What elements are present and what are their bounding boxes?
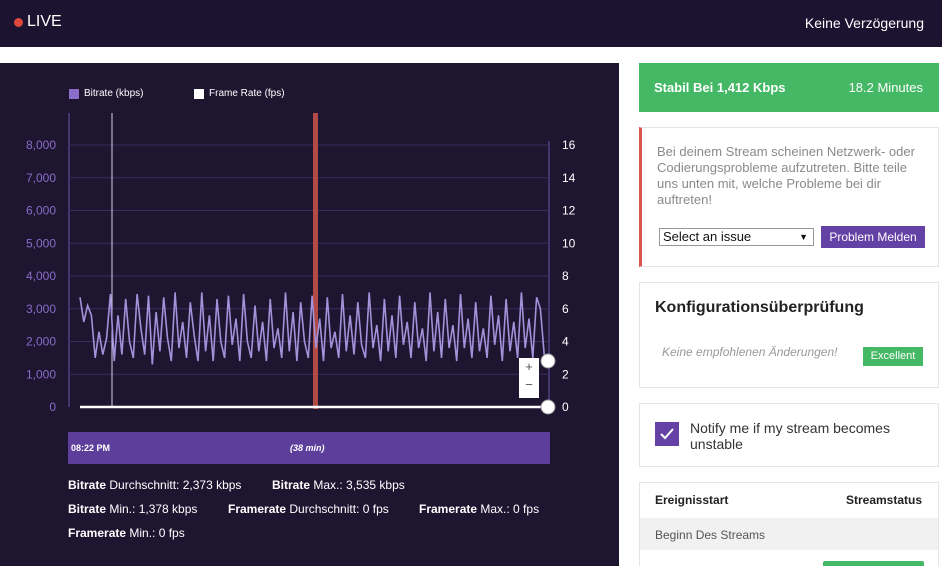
- stat-framerate-min: Framerate Min.: 0 fps: [68, 526, 185, 540]
- delay-label: Keine Verzögerung: [804, 15, 924, 31]
- legend-framerate[interactable]: Frame Rate (fps): [194, 88, 285, 99]
- y-tick-label: 5,000: [26, 236, 56, 250]
- zoom-control: + −: [519, 358, 539, 398]
- bitrate-chart: 0 0 1,000 2 2,000 4 3,000 6 4,000 8 5,000 10 6,000 12…: [26, 113, 576, 415]
- y-tick-label: 7,000: [26, 171, 56, 185]
- table-row: Beginn Des Streams: [640, 518, 938, 550]
- y2-tick-label: 8: [562, 269, 569, 283]
- y2-tick-label: 14: [562, 171, 576, 185]
- y-tick-label: 6,000: [26, 204, 56, 218]
- range-duration: (38 min): [290, 443, 325, 453]
- issue-select-value: Select an issue: [663, 229, 752, 244]
- notify-checkbox[interactable]: [655, 422, 679, 446]
- legend-bitrate[interactable]: Bitrate (kbps): [69, 88, 143, 99]
- y-tick-label: 1,000: [26, 367, 56, 381]
- stat-framerate-avg: Framerate Durchschnitt: 0 fps: [228, 502, 389, 516]
- y-tick-label: 3,000: [26, 302, 56, 316]
- stat-bitrate-avg: Bitrate Durchschnitt: 2,373 kbps: [68, 478, 242, 492]
- issue-report-card: Bei deinem Stream scheinen Netzwerk- ode…: [639, 127, 939, 267]
- bitrate-series-line: [79, 292, 549, 365]
- stat-framerate-max: Framerate Max.: 0 fps: [419, 502, 540, 516]
- y2-tick-label: 2: [562, 367, 569, 381]
- bitrate-range-handle[interactable]: [540, 353, 556, 369]
- y2-tick-label: 4: [562, 335, 569, 349]
- issue-message: Bei deinem Stream scheinen Netzwerk- ode…: [657, 144, 915, 207]
- events-col-status: Streamstatus: [845, 493, 922, 507]
- config-check-card: Konfigurationsüberprüfung Keine empfohle…: [639, 282, 939, 388]
- chevron-down-icon: ▼: [799, 232, 808, 242]
- stat-bitrate-min: Bitrate Min.: 1,378 kbps: [68, 502, 198, 516]
- y2-tick-label: 6: [562, 302, 569, 316]
- chart-panel: Bitrate (kbps) Frame Rate (fps) 0 0 1,000 2…: [0, 63, 619, 566]
- notify-card: Notify me if my stream becomes unstable: [639, 403, 939, 467]
- live-dot-icon: [14, 17, 23, 27]
- zoom-out-button[interactable]: −: [525, 377, 533, 392]
- config-title: Konfigurationsüberprüfung: [655, 299, 864, 316]
- legend-bitrate-swatch: [69, 88, 79, 99]
- y2-tick-label: 0: [562, 400, 569, 414]
- zoom-in-button[interactable]: +: [525, 359, 533, 374]
- status-badge: [823, 561, 924, 566]
- report-problem-button[interactable]: Problem Melden: [821, 226, 925, 248]
- stream-status-card: Stabil Bei 1,412 Kbps 18.2 Minutes: [639, 63, 939, 112]
- config-note: Keine empfohlenen Änderungen!: [662, 345, 838, 359]
- framerate-range-handle[interactable]: [540, 399, 556, 415]
- stream-duration: 18.2 Minutes: [848, 80, 923, 95]
- y2-tick-label: 10: [562, 236, 576, 250]
- y-tick-label: 0: [49, 400, 56, 414]
- stable-bitrate-label: Stabil Bei 1,412 Kbps: [654, 80, 786, 95]
- live-indicator: LIVE: [14, 13, 62, 31]
- issue-select[interactable]: Select an issue ▼: [659, 228, 814, 246]
- legend-bitrate-label: Bitrate (kbps): [84, 88, 144, 99]
- live-label: LIVE: [27, 13, 62, 30]
- events-col-event: Ereignisstart: [655, 493, 729, 507]
- range-start-time: 08:22 PM: [71, 443, 111, 453]
- events-table: Ereignisstart Streamstatus Beginn Des St…: [639, 482, 939, 566]
- y-tick-label: 2,000: [26, 335, 56, 349]
- excellent-badge: Excellent: [863, 347, 923, 366]
- y-tick-label: 4,000: [26, 269, 56, 283]
- y-tick-label: 8,000: [26, 138, 56, 152]
- event-name: Beginn Des Streams: [655, 528, 766, 542]
- notify-label: Notify me if my stream becomes unstable: [690, 420, 890, 452]
- time-range-bar[interactable]: 08:22 PM (38 min): [68, 432, 550, 464]
- y2-tick-label: 16: [562, 138, 576, 152]
- y2-tick-label: 12: [562, 204, 576, 218]
- legend-framerate-swatch: [194, 88, 204, 99]
- stat-bitrate-max: Bitrate Max.: 3,535 kbps: [272, 478, 405, 492]
- checkmark-icon: [660, 428, 674, 440]
- top-bar: LIVE Keine Verzögerung: [0, 0, 942, 47]
- current-marker-bar: [313, 113, 318, 409]
- legend-framerate-label: Frame Rate (fps): [209, 88, 285, 99]
